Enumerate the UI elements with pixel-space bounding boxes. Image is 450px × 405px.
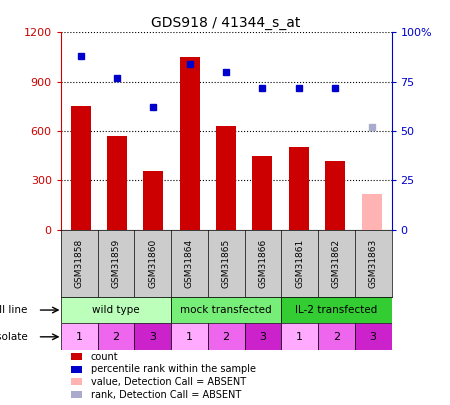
Text: percentile rank within the sample: percentile rank within the sample bbox=[90, 364, 256, 374]
Text: GSM31858: GSM31858 bbox=[75, 239, 84, 288]
Text: 1: 1 bbox=[76, 332, 83, 342]
FancyBboxPatch shape bbox=[281, 324, 318, 350]
Text: GSM31865: GSM31865 bbox=[221, 239, 230, 288]
FancyBboxPatch shape bbox=[318, 324, 355, 350]
Bar bbox=[361, 194, 382, 230]
FancyBboxPatch shape bbox=[281, 296, 392, 324]
Text: 3: 3 bbox=[259, 332, 266, 342]
Text: GSM31860: GSM31860 bbox=[148, 239, 157, 288]
Bar bbox=[325, 161, 345, 230]
Bar bbox=[216, 126, 236, 230]
Bar bbox=[107, 136, 127, 230]
Text: value, Detection Call = ABSENT: value, Detection Call = ABSENT bbox=[90, 377, 246, 387]
Text: GSM31862: GSM31862 bbox=[332, 239, 341, 288]
Bar bbox=[252, 156, 272, 230]
FancyBboxPatch shape bbox=[244, 324, 281, 350]
Text: cell line: cell line bbox=[0, 305, 28, 315]
Text: 3: 3 bbox=[369, 332, 377, 342]
FancyBboxPatch shape bbox=[61, 324, 98, 350]
Text: count: count bbox=[90, 352, 118, 362]
Text: rank, Detection Call = ABSENT: rank, Detection Call = ABSENT bbox=[90, 390, 241, 400]
FancyBboxPatch shape bbox=[171, 296, 281, 324]
Text: IL-2 transfected: IL-2 transfected bbox=[295, 305, 378, 315]
Bar bbox=[144, 171, 163, 230]
Text: 2: 2 bbox=[223, 332, 230, 342]
Text: GSM31866: GSM31866 bbox=[258, 239, 267, 288]
FancyBboxPatch shape bbox=[208, 324, 244, 350]
Text: GSM31863: GSM31863 bbox=[369, 239, 378, 288]
FancyBboxPatch shape bbox=[61, 296, 171, 324]
Bar bbox=[71, 107, 91, 230]
Text: 2: 2 bbox=[112, 332, 119, 342]
Text: 1: 1 bbox=[186, 332, 193, 342]
Bar bbox=[71, 353, 82, 360]
Bar bbox=[71, 378, 82, 386]
Bar bbox=[71, 366, 82, 373]
Bar bbox=[180, 57, 200, 230]
Title: GDS918 / 41344_s_at: GDS918 / 41344_s_at bbox=[152, 16, 301, 30]
Bar bbox=[289, 147, 309, 230]
Text: GSM31861: GSM31861 bbox=[295, 239, 304, 288]
FancyBboxPatch shape bbox=[134, 324, 171, 350]
Text: GSM31859: GSM31859 bbox=[112, 239, 121, 288]
FancyBboxPatch shape bbox=[355, 324, 392, 350]
Text: isolate: isolate bbox=[0, 332, 28, 342]
FancyBboxPatch shape bbox=[171, 324, 208, 350]
Bar bbox=[71, 391, 82, 398]
Text: 2: 2 bbox=[333, 332, 340, 342]
Text: mock transfected: mock transfected bbox=[180, 305, 272, 315]
Text: 1: 1 bbox=[296, 332, 303, 342]
FancyBboxPatch shape bbox=[98, 324, 134, 350]
Text: 3: 3 bbox=[149, 332, 156, 342]
Text: GSM31864: GSM31864 bbox=[185, 239, 194, 288]
Text: wild type: wild type bbox=[92, 305, 140, 315]
